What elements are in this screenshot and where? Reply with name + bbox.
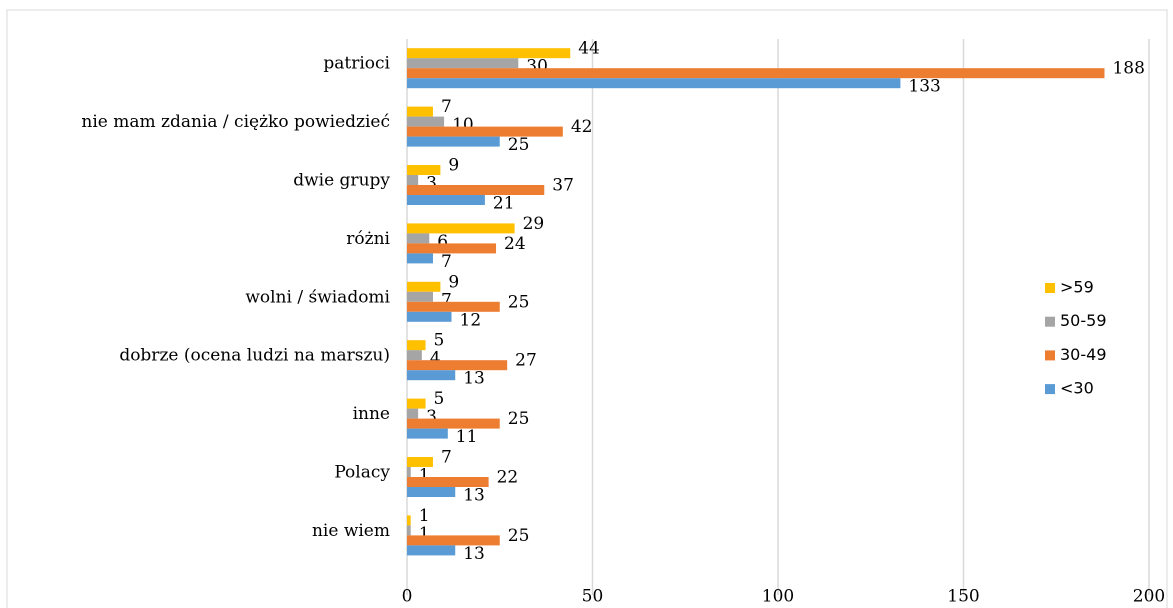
data-label: 27 xyxy=(515,351,537,371)
y-tick-label: różni xyxy=(346,229,390,249)
data-label: 13 xyxy=(463,369,485,389)
bar xyxy=(407,398,426,409)
legend-label: <30 xyxy=(1060,379,1094,398)
data-label: 4 xyxy=(430,349,441,369)
bar xyxy=(407,360,508,371)
legend-label: 30-49 xyxy=(1060,345,1107,364)
y-tick-label: dobrze (ocena ludzi na marszu) xyxy=(119,346,390,366)
data-label: 42 xyxy=(571,117,593,137)
legend-swatch xyxy=(1045,283,1055,293)
bar xyxy=(407,195,485,205)
y-tick-label: patrioci xyxy=(323,54,390,74)
bar xyxy=(407,233,430,244)
data-label: 7 xyxy=(441,97,452,117)
data-label: 1 xyxy=(419,524,430,544)
data-label: 5 xyxy=(434,389,445,409)
bar xyxy=(407,301,500,312)
data-label: 11 xyxy=(456,427,478,447)
bar xyxy=(407,418,500,429)
bar xyxy=(407,185,545,195)
bar xyxy=(407,136,500,147)
data-label: 7 xyxy=(441,252,452,272)
bar xyxy=(407,370,456,381)
bar xyxy=(407,243,497,254)
data-label: 13 xyxy=(463,544,485,564)
bar xyxy=(407,525,411,536)
legend-swatch xyxy=(1045,316,1055,327)
bar xyxy=(407,408,419,419)
data-label: 12 xyxy=(460,310,482,330)
data-label: 133 xyxy=(908,77,940,97)
data-label: 1 xyxy=(419,506,430,526)
x-tick-label: 50 xyxy=(582,587,604,607)
legend-label: >59 xyxy=(1060,278,1094,297)
data-label: 9 xyxy=(448,156,459,176)
y-tick-label: nie wiem xyxy=(312,521,390,541)
data-label: 188 xyxy=(1112,59,1144,79)
data-label: 37 xyxy=(552,176,574,196)
legend-swatch xyxy=(1045,384,1055,395)
y-tick-label: nie mam zdania / ciężko powiedzieć xyxy=(81,112,390,132)
bar xyxy=(407,311,452,322)
bar xyxy=(407,487,456,497)
data-label: 24 xyxy=(504,234,526,254)
bar xyxy=(407,116,445,127)
data-label: 3 xyxy=(426,407,437,427)
bar xyxy=(407,428,448,439)
y-tick-label: wolni / świadomi xyxy=(245,287,390,307)
x-tick-label: 150 xyxy=(947,587,979,607)
bar xyxy=(407,467,411,477)
x-tick-label: 200 xyxy=(1133,587,1165,607)
bar xyxy=(407,535,500,546)
data-label: 9 xyxy=(448,272,459,292)
x-tick-label: 0 xyxy=(402,587,413,607)
data-label: 25 xyxy=(508,409,530,429)
bar xyxy=(407,515,411,526)
bar xyxy=(407,281,441,292)
data-label: 13 xyxy=(463,486,485,506)
data-label: 7 xyxy=(441,448,452,468)
bar xyxy=(407,291,433,302)
data-label: 7 xyxy=(441,290,452,310)
bar xyxy=(407,457,433,467)
data-label: 22 xyxy=(497,468,519,488)
data-label: 1 xyxy=(419,466,430,486)
data-label: 29 xyxy=(523,214,545,234)
bar xyxy=(407,68,1105,79)
legend-swatch xyxy=(1045,350,1055,361)
bar xyxy=(407,340,426,351)
data-label: 25 xyxy=(508,135,530,155)
bar xyxy=(407,106,433,117)
data-label: 25 xyxy=(508,292,530,312)
bar xyxy=(407,58,519,69)
bar xyxy=(407,48,571,59)
data-label: 5 xyxy=(434,331,445,351)
bar xyxy=(407,545,456,556)
y-tick-label: inne xyxy=(353,404,390,424)
x-tick-label: 100 xyxy=(762,587,794,607)
y-tick-label: dwie grupy xyxy=(293,171,390,191)
data-label: 6 xyxy=(437,232,448,252)
data-label: 44 xyxy=(578,39,600,59)
data-label: 3 xyxy=(426,174,437,194)
bar xyxy=(407,175,419,185)
bar xyxy=(407,350,422,361)
data-label: 21 xyxy=(493,194,515,214)
data-label: 25 xyxy=(508,526,530,546)
bar xyxy=(407,126,563,137)
bar xyxy=(407,165,441,175)
bar xyxy=(407,78,901,89)
bar xyxy=(407,253,433,264)
y-tick-label: Polacy xyxy=(334,463,390,483)
bar xyxy=(407,477,489,487)
bar xyxy=(407,223,515,234)
legend-label: 50-59 xyxy=(1060,311,1107,330)
chart-frame xyxy=(6,9,1168,608)
